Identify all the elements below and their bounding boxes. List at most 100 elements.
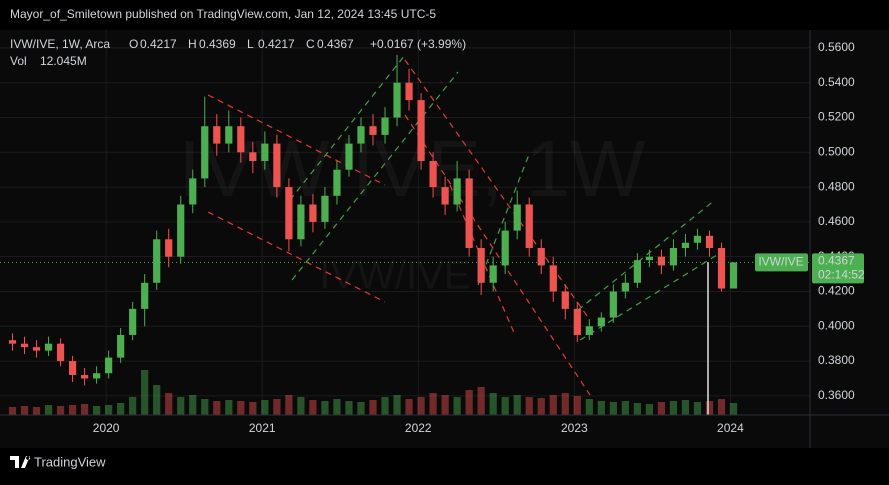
volume-bar xyxy=(489,393,497,415)
x-tick-label: 2022 xyxy=(405,421,432,435)
volume-bar xyxy=(657,402,666,415)
ohlc-letter: L xyxy=(247,37,254,51)
trend-line xyxy=(404,59,591,321)
volume-bar xyxy=(165,393,173,415)
y-tick-label: 0.3800 xyxy=(818,353,855,367)
volume-bar xyxy=(249,402,257,415)
volume-bar xyxy=(501,397,509,415)
volume-bar xyxy=(357,402,365,415)
ohlc-letter: H xyxy=(188,37,197,51)
candle-body xyxy=(477,247,485,283)
volume-bar xyxy=(417,397,425,415)
candle-body xyxy=(153,239,161,283)
ohlc-value: 0.4369 xyxy=(199,37,236,51)
ohlc-value: 0.4367 xyxy=(317,37,354,51)
x-tick-label: 2023 xyxy=(561,421,588,435)
volume-bar xyxy=(321,401,329,415)
y-tick-label: 0.3600 xyxy=(818,388,855,402)
candle-body xyxy=(693,235,702,243)
candle-body xyxy=(513,204,521,231)
volume-bar xyxy=(93,406,101,415)
volume-bar xyxy=(729,402,738,415)
candle-body xyxy=(117,334,125,358)
volume-bar xyxy=(80,404,89,415)
candle-body xyxy=(249,152,257,162)
volume-bar xyxy=(225,400,233,415)
candle-body xyxy=(93,373,101,379)
volume-bar xyxy=(285,395,293,415)
volume-name: Vol xyxy=(10,54,27,68)
candle-body xyxy=(333,169,341,196)
candle-body xyxy=(393,82,401,118)
volume-bar xyxy=(585,399,593,415)
y-tick-label: 0.4600 xyxy=(818,214,855,228)
volume-bar xyxy=(405,399,413,415)
candle-body xyxy=(585,326,593,335)
ohlc-letter: O xyxy=(129,37,138,51)
y-tick-label: 0.4000 xyxy=(818,318,855,332)
candle-body xyxy=(417,100,425,162)
chart-panel xyxy=(0,30,889,448)
candle-body xyxy=(609,291,617,318)
volume-bar xyxy=(549,395,557,415)
candle-body xyxy=(345,143,353,170)
candle-body xyxy=(261,143,269,162)
volume-bar xyxy=(477,387,485,415)
volume-bar xyxy=(345,401,353,415)
volume-bar xyxy=(333,399,341,415)
price-tag-box xyxy=(755,253,808,272)
volume-bar xyxy=(561,393,569,415)
y-tick-label: 0.5200 xyxy=(818,110,855,124)
candle-body xyxy=(44,343,53,351)
trend-line xyxy=(207,94,386,186)
change: +0.0167 (+3.99%) xyxy=(370,37,466,51)
trend-line xyxy=(207,211,386,303)
x-tick-label: 2021 xyxy=(249,421,276,435)
volume-bar xyxy=(717,399,726,415)
watermark: IVW/IVE, 1W xyxy=(179,124,646,213)
x-tick-label: 2024 xyxy=(717,421,744,435)
volume-bar xyxy=(20,406,29,415)
volume-bar xyxy=(465,390,473,415)
trend-line xyxy=(291,71,459,281)
candle-body xyxy=(273,143,281,188)
candle-body xyxy=(561,291,569,309)
volume-bar xyxy=(153,385,161,415)
volume-bar xyxy=(189,395,197,415)
candle-body xyxy=(729,262,738,289)
candle-body xyxy=(525,204,533,248)
y-tick-label: 0.4800 xyxy=(818,179,855,193)
candle-body xyxy=(8,340,17,344)
candle-body xyxy=(56,343,65,362)
candle-body xyxy=(717,247,726,289)
y-tick-label: 0.5000 xyxy=(818,144,855,158)
volume-bar xyxy=(8,407,17,415)
volume-bar xyxy=(56,406,65,415)
candle-body xyxy=(177,204,185,257)
ohlc-value: 0.4217 xyxy=(140,37,177,51)
y-tick-label: 0.4200 xyxy=(818,284,855,298)
candle-body xyxy=(669,247,678,266)
volume-bar xyxy=(645,404,654,415)
volume-bar xyxy=(273,399,281,415)
candle-body xyxy=(309,204,317,222)
volume-bar xyxy=(68,405,77,415)
candle-body xyxy=(189,178,197,205)
volume-bar xyxy=(237,401,245,415)
trend-line xyxy=(577,199,716,311)
publisher: Mayor_of_Smiletown published on TradingV… xyxy=(10,7,436,21)
candle-body xyxy=(441,187,449,205)
candle-body xyxy=(657,256,666,266)
y-tick-label: 0.5400 xyxy=(818,75,855,89)
candle-body xyxy=(20,343,29,348)
volume-bar xyxy=(369,400,377,415)
volume-bar xyxy=(201,399,209,415)
candle-body xyxy=(285,187,293,240)
volume-bar xyxy=(609,402,617,415)
volume-bar xyxy=(297,397,305,415)
ohlc-letter: C xyxy=(306,37,315,51)
brand-name: TradingView xyxy=(34,454,106,469)
candle-body xyxy=(381,117,389,135)
volume-bar xyxy=(32,407,41,415)
